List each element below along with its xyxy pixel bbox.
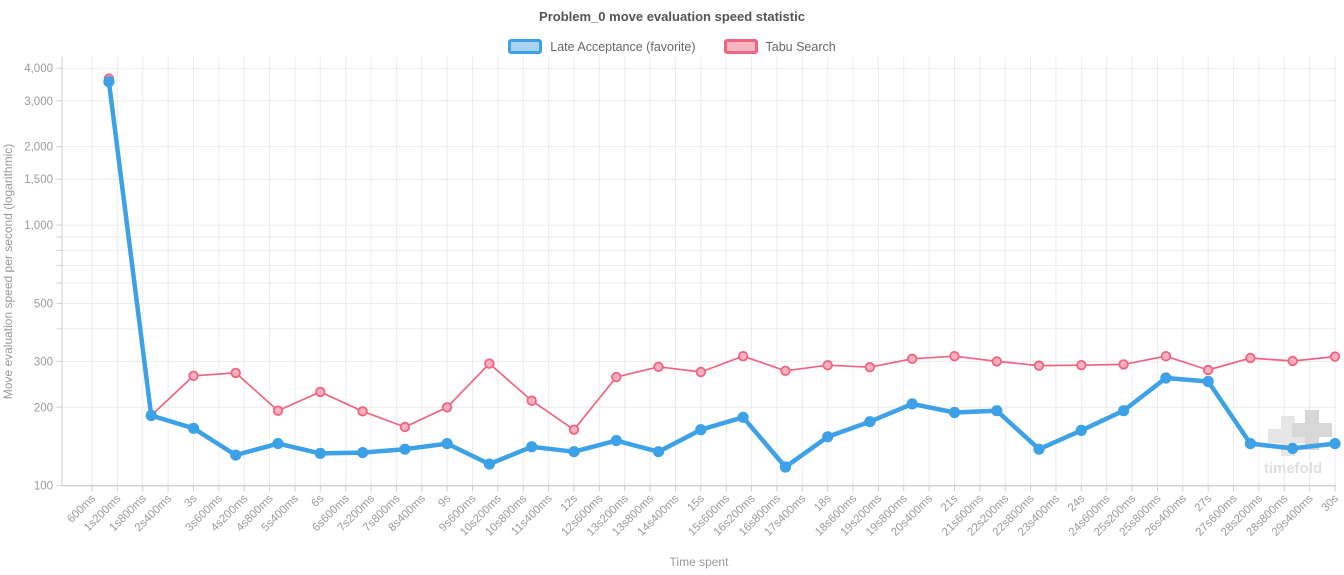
x-tick-label: 24s <box>1066 492 1088 514</box>
data-point-tabu-search[interactable] <box>568 424 580 435</box>
data-point-tabu-search[interactable] <box>737 351 749 362</box>
x-tick-label: 3s <box>183 492 200 509</box>
series-line-tabu-search <box>108 77 1336 431</box>
data-point-late-acceptance-favorite[interactable] <box>695 424 707 436</box>
data-point-late-acceptance-favorite[interactable] <box>864 416 876 428</box>
series-line-late-acceptance-favorite <box>106 79 1338 470</box>
data-point-tabu-search[interactable] <box>864 362 876 373</box>
data-point-tabu-search[interactable] <box>188 370 199 382</box>
data-point-tabu-search[interactable] <box>272 405 284 416</box>
data-point-tabu-search[interactable] <box>526 395 537 406</box>
data-point-late-acceptance-favorite[interactable] <box>230 449 242 461</box>
data-point-late-acceptance-favorite[interactable] <box>948 406 961 419</box>
y-tick-label: 300 <box>34 356 53 368</box>
y-tick-label: 3,000 <box>24 96 53 108</box>
data-point-late-acceptance-favorite[interactable] <box>1287 442 1299 454</box>
data-point-tabu-search[interactable] <box>1287 355 1298 367</box>
legend-swatch-late-acceptance <box>508 39 543 54</box>
y-tick-label: 4,000 <box>24 63 53 75</box>
data-point-late-acceptance-favorite[interactable] <box>483 458 495 470</box>
y-tick-label: 2,000 <box>24 142 53 154</box>
data-point-tabu-search[interactable] <box>357 406 368 417</box>
data-point-tabu-search[interactable] <box>949 351 960 362</box>
data-point-tabu-search[interactable] <box>991 356 1003 367</box>
data-point-late-acceptance-favorite[interactable] <box>526 441 538 453</box>
data-point-tabu-search[interactable] <box>441 402 453 413</box>
data-point-late-acceptance-favorite[interactable] <box>1329 438 1341 450</box>
data-point-tabu-search[interactable] <box>1076 360 1087 371</box>
data-point-late-acceptance-favorite[interactable] <box>737 411 749 423</box>
data-point-late-acceptance-favorite[interactable] <box>399 443 411 455</box>
legend-label-tabu-search: Tabu Search <box>765 39 836 54</box>
chart-legend: Late Acceptance (favorite) Tabu Search <box>0 39 1344 54</box>
data-point-tabu-search[interactable] <box>822 360 833 371</box>
data-point-tabu-search[interactable] <box>484 358 495 369</box>
data-point-late-acceptance-favorite[interactable] <box>1033 443 1045 455</box>
data-point-late-acceptance-favorite[interactable] <box>441 438 453 450</box>
data-point-late-acceptance-favorite[interactable] <box>272 438 284 450</box>
x-tick-label: 30s <box>1320 492 1342 514</box>
y-tick-label: 500 <box>34 299 53 311</box>
data-point-tabu-search[interactable] <box>315 386 326 398</box>
timefold-logo-icon <box>1292 410 1332 450</box>
data-point-late-acceptance-favorite[interactable] <box>314 447 326 459</box>
legend-item-late-acceptance[interactable]: Late Acceptance (favorite) <box>508 39 696 54</box>
data-point-tabu-search[interactable] <box>1202 364 1214 376</box>
timefold-logo-icon <box>1268 416 1308 456</box>
y-tick-label: 1,500 <box>24 174 53 186</box>
data-point-late-acceptance-favorite[interactable] <box>779 461 792 473</box>
x-tick-label: 27s <box>1193 492 1215 514</box>
data-point-tabu-search[interactable] <box>907 353 918 365</box>
data-point-tabu-search[interactable] <box>230 367 241 379</box>
data-point-tabu-search[interactable] <box>1245 352 1256 364</box>
data-point-late-acceptance-favorite[interactable] <box>610 435 622 447</box>
data-point-late-acceptance-favorite[interactable] <box>357 447 369 459</box>
data-point-late-acceptance-favorite[interactable] <box>822 431 834 443</box>
y-tick-label: 200 <box>34 402 53 414</box>
legend-swatch-tabu-search <box>723 39 758 54</box>
x-tick-label: 15s <box>685 492 707 514</box>
data-point-tabu-search[interactable] <box>780 365 791 377</box>
x-tick-label: 21s <box>939 492 961 514</box>
data-point-tabu-search[interactable] <box>1329 351 1341 362</box>
legend-item-tabu-search[interactable]: Tabu Search <box>723 39 836 54</box>
data-point-late-acceptance-favorite[interactable] <box>1202 375 1214 388</box>
data-point-tabu-search[interactable] <box>399 421 411 433</box>
x-tick-label: 12s <box>559 492 581 514</box>
data-point-late-acceptance-favorite[interactable] <box>1244 438 1256 450</box>
data-point-late-acceptance-favorite[interactable] <box>1160 372 1172 384</box>
data-point-tabu-search[interactable] <box>1118 359 1129 370</box>
x-axis-title: Time spent <box>670 555 730 569</box>
data-point-tabu-search[interactable] <box>1033 360 1045 371</box>
data-point-late-acceptance-favorite[interactable] <box>1118 405 1130 417</box>
data-point-late-acceptance-favorite[interactable] <box>991 405 1003 417</box>
data-point-late-acceptance-favorite[interactable] <box>568 446 580 458</box>
timefold-watermark-text: timefold <box>1264 460 1322 477</box>
data-point-tabu-search[interactable] <box>695 366 707 378</box>
data-point-late-acceptance-favorite[interactable] <box>652 446 665 458</box>
y-tick-label: 100 <box>34 481 53 493</box>
chart-title: Problem_0 move evaluation speed statisti… <box>539 9 805 24</box>
x-tick-label: 6s <box>309 492 326 509</box>
data-point-late-acceptance-favorite[interactable] <box>103 76 115 88</box>
data-point-late-acceptance-favorite[interactable] <box>1075 424 1087 436</box>
data-point-late-acceptance-favorite[interactable] <box>145 409 157 422</box>
y-axis-title: Move evaluation speed per second (logari… <box>1 144 15 399</box>
x-tick-label: 9s <box>436 492 453 509</box>
data-point-tabu-search[interactable] <box>1160 351 1172 362</box>
data-point-late-acceptance-favorite[interactable] <box>906 398 918 410</box>
x-tick-label: 18s <box>812 492 834 514</box>
legend-label-late-acceptance: Late Acceptance (favorite) <box>550 39 696 54</box>
data-point-late-acceptance-favorite[interactable] <box>187 422 200 434</box>
data-point-tabu-search[interactable] <box>611 371 622 383</box>
y-tick-label: 1,000 <box>24 220 53 232</box>
data-point-tabu-search[interactable] <box>653 361 664 373</box>
